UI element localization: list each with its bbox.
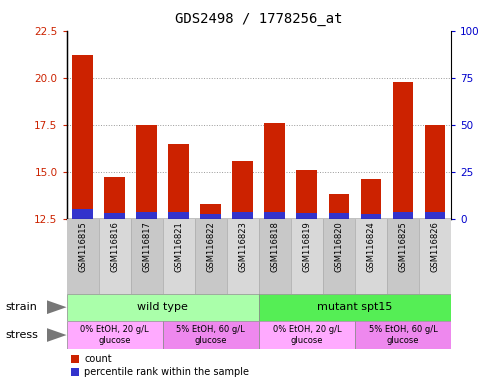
- Bar: [355, 219, 387, 294]
- Bar: [323, 219, 355, 294]
- Text: GSM116821: GSM116821: [174, 221, 183, 272]
- Legend: count, percentile rank within the sample: count, percentile rank within the sample: [71, 354, 249, 377]
- Bar: [232, 161, 253, 219]
- Bar: [392, 81, 414, 219]
- Bar: [72, 209, 93, 219]
- Text: GSM116815: GSM116815: [78, 221, 87, 272]
- Text: GSM116822: GSM116822: [206, 221, 215, 272]
- Bar: [67, 294, 259, 321]
- Bar: [360, 179, 382, 219]
- Bar: [264, 212, 285, 219]
- Bar: [392, 212, 414, 219]
- Bar: [296, 170, 317, 219]
- Bar: [387, 219, 419, 294]
- Bar: [200, 214, 221, 219]
- Bar: [360, 214, 382, 219]
- Text: GDS2498 / 1778256_at: GDS2498 / 1778256_at: [175, 12, 343, 25]
- Bar: [136, 212, 157, 219]
- Bar: [424, 212, 446, 219]
- Bar: [259, 294, 451, 321]
- Bar: [163, 219, 195, 294]
- Bar: [259, 321, 355, 349]
- Bar: [264, 123, 285, 219]
- Text: GSM116819: GSM116819: [302, 221, 312, 272]
- Bar: [200, 204, 221, 219]
- Bar: [232, 212, 253, 219]
- Bar: [355, 321, 451, 349]
- Bar: [67, 321, 163, 349]
- Text: stress: stress: [5, 330, 38, 340]
- Bar: [227, 219, 259, 294]
- Bar: [424, 125, 446, 219]
- Polygon shape: [47, 300, 67, 314]
- Bar: [419, 219, 451, 294]
- Bar: [67, 219, 99, 294]
- Text: mutant spt15: mutant spt15: [317, 302, 392, 312]
- Text: 0% EtOH, 20 g/L
glucose: 0% EtOH, 20 g/L glucose: [273, 325, 341, 345]
- Bar: [99, 219, 131, 294]
- Bar: [328, 213, 350, 219]
- Text: GSM116823: GSM116823: [238, 221, 247, 272]
- Text: GSM116816: GSM116816: [110, 221, 119, 272]
- Bar: [131, 219, 163, 294]
- Bar: [104, 177, 125, 219]
- Bar: [328, 194, 350, 219]
- Text: GSM116824: GSM116824: [366, 221, 376, 272]
- Bar: [163, 321, 259, 349]
- Polygon shape: [47, 328, 67, 342]
- Bar: [296, 213, 317, 219]
- Text: wild type: wild type: [137, 302, 188, 312]
- Text: strain: strain: [5, 302, 37, 312]
- Text: GSM116825: GSM116825: [398, 221, 408, 272]
- Text: GSM116817: GSM116817: [142, 221, 151, 272]
- Text: GSM116820: GSM116820: [334, 221, 344, 272]
- Bar: [72, 55, 93, 219]
- Bar: [136, 125, 157, 219]
- Text: 5% EtOH, 60 g/L
glucose: 5% EtOH, 60 g/L glucose: [176, 325, 245, 345]
- Bar: [195, 219, 227, 294]
- Bar: [259, 219, 291, 294]
- Text: GSM116826: GSM116826: [430, 221, 440, 272]
- Bar: [168, 144, 189, 219]
- Bar: [168, 212, 189, 219]
- Bar: [291, 219, 323, 294]
- Text: 0% EtOH, 20 g/L
glucose: 0% EtOH, 20 g/L glucose: [80, 325, 149, 345]
- Text: GSM116818: GSM116818: [270, 221, 280, 272]
- Bar: [104, 213, 125, 219]
- Text: 5% EtOH, 60 g/L
glucose: 5% EtOH, 60 g/L glucose: [369, 325, 437, 345]
